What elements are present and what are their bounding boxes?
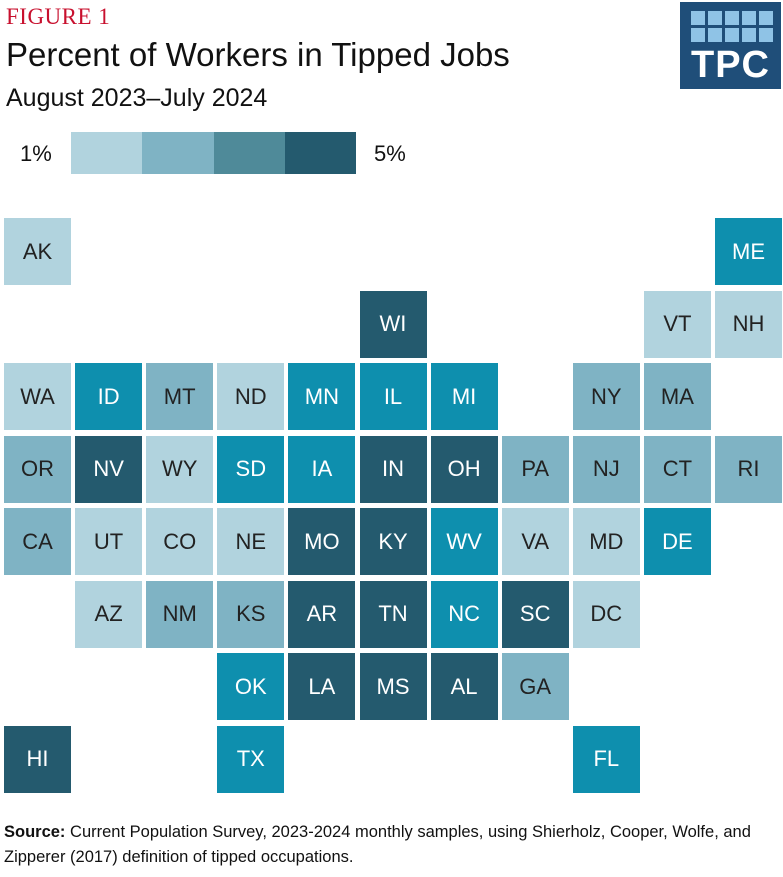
state-tile-tx: TX — [217, 725, 285, 793]
tpc-logo: TPC — [680, 2, 781, 89]
state-tile-mt: MT — [146, 363, 214, 430]
state-tile-pa: PA — [501, 435, 569, 503]
state-tile-nv: NV — [75, 435, 143, 503]
state-tile-mn: MN — [288, 363, 356, 430]
state-tile-il: IL — [359, 363, 427, 430]
state-tile-ks: KS — [217, 580, 285, 648]
source-note: Source: Current Population Survey, 2023-… — [4, 820, 774, 870]
state-tile-me: ME — [715, 218, 782, 285]
legend-swatch — [142, 132, 214, 174]
state-tile-sc: SC — [501, 580, 569, 648]
legend-swatch — [213, 132, 285, 174]
state-tile-ms: MS — [359, 653, 427, 720]
state-tile-wa: WA — [4, 363, 71, 430]
state-tile-wv: WV — [430, 508, 498, 575]
state-tile-dc: DC — [572, 580, 640, 648]
logo-square — [725, 28, 739, 42]
logo-square — [708, 11, 722, 25]
state-tile-or: OR — [4, 435, 71, 503]
source-label: Source: — [4, 823, 66, 841]
state-tile-id: ID — [75, 363, 143, 430]
state-tile-nj: NJ — [572, 435, 640, 503]
logo-square — [691, 28, 705, 42]
logo-square — [742, 11, 756, 25]
state-tile-vt: VT — [643, 290, 711, 358]
state-tile-va: VA — [501, 508, 569, 575]
state-tile-in: IN — [359, 435, 427, 503]
logo-square — [759, 28, 773, 42]
state-tile-nc: NC — [430, 580, 498, 648]
state-tile-tn: TN — [359, 580, 427, 648]
state-tile-ca: CA — [4, 508, 71, 575]
state-tile-ny: NY — [572, 363, 640, 430]
state-tile-ky: KY — [359, 508, 427, 575]
state-tile-nd: ND — [217, 363, 285, 430]
state-tile-ak: AK — [4, 218, 71, 285]
legend-swatch — [284, 132, 356, 174]
state-tile-ne: NE — [217, 508, 285, 575]
source-text: Current Population Survey, 2023-2024 mon… — [4, 823, 751, 866]
state-tile-al: AL — [430, 653, 498, 720]
logo-square — [742, 28, 756, 42]
chart-subtitle: August 2023–July 2024 — [6, 84, 268, 112]
legend-min-label: 1% — [20, 141, 52, 166]
logo-square — [708, 28, 722, 42]
state-tile-la: LA — [288, 653, 356, 720]
state-tile-ok: OK — [217, 653, 285, 720]
state-tile-wy: WY — [146, 435, 214, 503]
state-tile-de: DE — [643, 508, 711, 575]
logo-square — [759, 11, 773, 25]
state-tile-ma: MA — [643, 363, 711, 430]
state-tile-wi: WI — [359, 290, 427, 358]
state-tile-nh: NH — [715, 290, 782, 358]
state-tile-ut: UT — [75, 508, 143, 575]
legend-swatch — [71, 132, 143, 174]
logo-square — [725, 11, 739, 25]
state-tile-ar: AR — [288, 580, 356, 648]
chart-title: Percent of Workers in Tipped Jobs — [6, 36, 510, 73]
state-tile-co: CO — [146, 508, 214, 575]
state-tile-ia: IA — [288, 435, 356, 503]
state-tile-ga: GA — [501, 653, 569, 720]
state-tile-sd: SD — [217, 435, 285, 503]
state-tile-fl: FL — [572, 725, 640, 793]
state-tile-mo: MO — [288, 508, 356, 575]
figure-label: FIGURE 1 — [6, 4, 111, 29]
state-tile-ct: CT — [643, 435, 711, 503]
logo-square — [691, 11, 705, 25]
legend-max-label: 5% — [374, 141, 406, 166]
state-tile-nm: NM — [146, 580, 214, 648]
logo-text: TPC — [691, 44, 770, 86]
legend-color-scale — [71, 132, 356, 174]
state-tile-mi: MI — [430, 363, 498, 430]
state-tile-oh: OH — [430, 435, 498, 503]
state-tile-ri: RI — [715, 435, 782, 503]
state-tile-md: MD — [572, 508, 640, 575]
state-tile-az: AZ — [75, 580, 143, 648]
state-tile-hi: HI — [4, 725, 71, 793]
